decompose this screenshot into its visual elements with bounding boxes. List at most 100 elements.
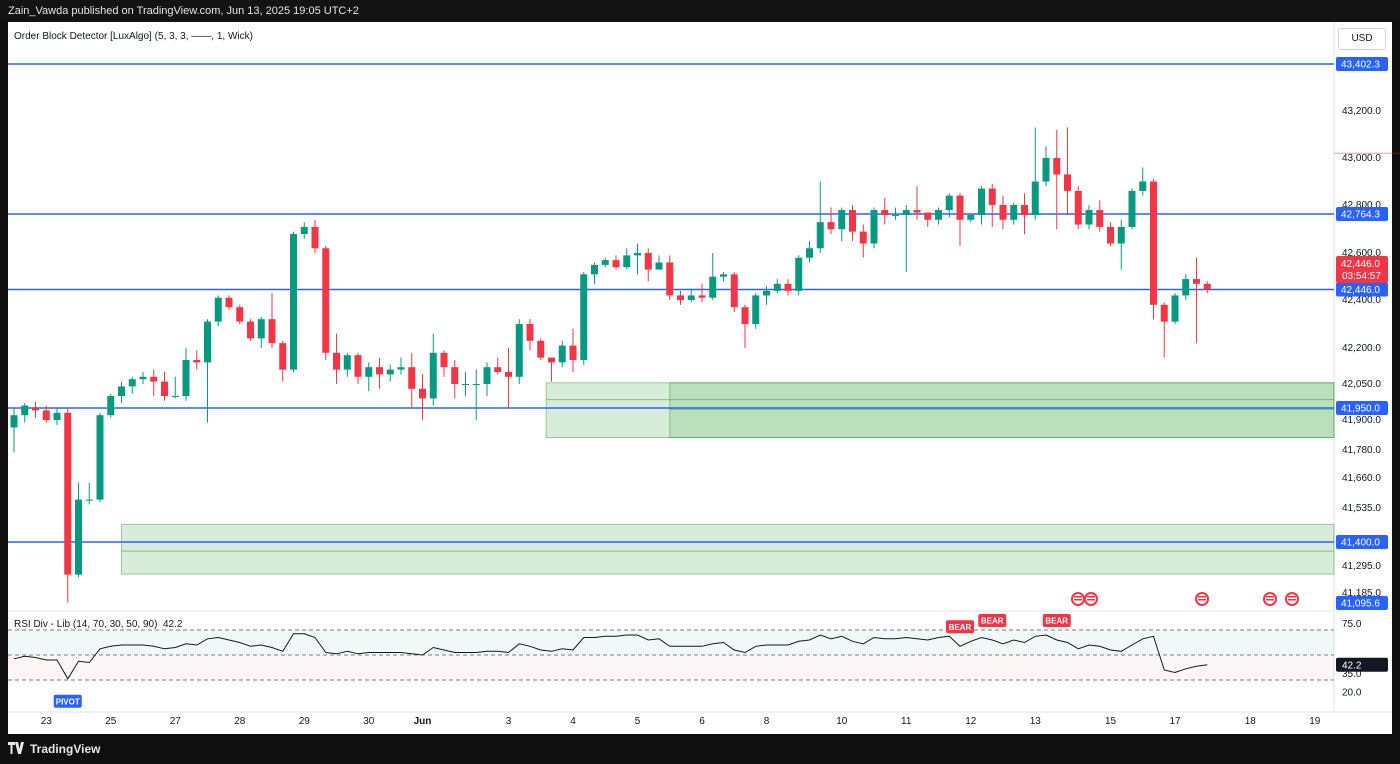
candle-85	[924, 212, 932, 227]
candle-58	[634, 243, 641, 275]
candle-7	[85, 482, 93, 505]
currency-button[interactable]: USD	[1338, 28, 1386, 50]
candle-body	[376, 367, 383, 375]
time-tick-18: 18	[1245, 716, 1257, 727]
candle-body	[1074, 190, 1082, 225]
candle-26	[290, 231, 297, 372]
candle-body	[601, 260, 609, 265]
candle-body	[300, 226, 308, 235]
candle-67	[730, 271, 738, 312]
candle-55	[601, 257, 609, 268]
candle-body	[1021, 205, 1028, 216]
price-tick-3: 42,600.0	[1342, 248, 1381, 259]
candle-body	[1160, 304, 1168, 322]
rsi-tick-2: 20.0	[1342, 688, 1362, 699]
candle-76	[827, 207, 835, 235]
candle-body	[623, 255, 631, 268]
rsi-value: 42.2	[162, 619, 183, 630]
candle-103	[1117, 219, 1125, 270]
candle-body	[161, 381, 168, 396]
economic-event-icon	[1071, 592, 1085, 606]
candle-body	[548, 357, 555, 363]
price-tick-0: 43,200.0	[1342, 106, 1381, 117]
candle-body	[698, 295, 706, 298]
candle-body	[913, 210, 921, 213]
candle-74	[806, 241, 813, 263]
candle-78	[849, 205, 856, 242]
candle-15	[171, 376, 179, 399]
candle-21	[236, 304, 244, 324]
candle-body	[644, 253, 652, 270]
candle-body	[494, 367, 502, 372]
rsi-current-text: 42.2	[1342, 660, 1362, 671]
candle-body	[257, 319, 265, 339]
candle-body	[1193, 279, 1200, 284]
candle-body	[1053, 158, 1061, 175]
rsi-title[interactable]: RSI Div - Lib (14, 70, 30, 50, 90) 42.2	[14, 619, 182, 630]
time-tick-15: 13	[1030, 716, 1042, 727]
candle-89	[967, 215, 975, 223]
rsi-signal-pivot: PIVOT	[53, 694, 82, 708]
candle-93	[1010, 202, 1018, 225]
price-tick-2: 42,800.0	[1342, 200, 1381, 211]
event-stripe	[1288, 596, 1296, 598]
candle-body	[558, 345, 566, 363]
candle-body	[515, 324, 523, 377]
event-stripe	[1087, 596, 1095, 598]
candle-body	[1042, 158, 1050, 182]
candle-45	[494, 357, 502, 375]
candle-body	[741, 307, 749, 324]
candle-19	[214, 295, 222, 327]
candle-28	[311, 219, 319, 253]
candle-body	[537, 340, 545, 358]
candle-body	[247, 321, 254, 339]
candle-body	[505, 372, 512, 377]
candle-11	[128, 376, 136, 394]
price-badge-text-5: 41,095.6	[1341, 599, 1380, 610]
candle-23	[257, 316, 265, 348]
candle-30	[333, 333, 340, 384]
candle-body	[806, 248, 813, 258]
candle-105	[1139, 167, 1147, 196]
candle-body	[924, 212, 932, 220]
signal-text: PIVOT	[56, 697, 80, 706]
price-badge-text-3: 41,950.0	[1341, 404, 1380, 415]
candle-14	[161, 372, 168, 401]
candle-95	[1031, 127, 1039, 220]
last-price-text: 42,446.0	[1341, 259, 1380, 270]
candle-body	[1128, 190, 1136, 227]
candle-body	[902, 210, 910, 216]
candle-body	[440, 352, 448, 368]
candle-body	[956, 195, 964, 220]
candle-25	[279, 340, 287, 382]
rsi-tick-0: 75.0	[1342, 619, 1362, 630]
price-tick-9: 41,660.0	[1342, 473, 1381, 484]
candle-47	[515, 319, 523, 384]
time-tick-8: 4	[570, 716, 576, 727]
event-stripe	[1288, 599, 1296, 601]
signal-bg	[1042, 614, 1071, 627]
candle-body	[171, 396, 179, 397]
footer-brand[interactable]: TradingView	[30, 742, 101, 756]
candle-35	[386, 364, 394, 382]
time-tick-12: 10	[836, 716, 848, 727]
candle-body	[591, 264, 598, 275]
price-tick-6: 42,050.0	[1342, 379, 1381, 390]
candle-104	[1128, 188, 1136, 230]
candle-body	[64, 412, 72, 575]
candle-44	[483, 362, 491, 396]
indicator-title[interactable]: Order Block Detector [LuxAlgo] (5, 3, 3,…	[14, 31, 253, 42]
candle-body	[1182, 279, 1190, 296]
candle-body	[892, 215, 899, 217]
chart-frame[interactable]	[8, 22, 1392, 734]
candle-0	[10, 408, 18, 453]
candle-body	[849, 210, 856, 232]
price-badge-1	[1336, 207, 1388, 221]
candle-96	[1042, 146, 1050, 187]
candle-body	[1031, 181, 1039, 216]
candle-68	[741, 304, 749, 348]
candle-57	[623, 248, 631, 270]
candle-107	[1160, 302, 1168, 358]
event-stripe	[1074, 596, 1082, 598]
